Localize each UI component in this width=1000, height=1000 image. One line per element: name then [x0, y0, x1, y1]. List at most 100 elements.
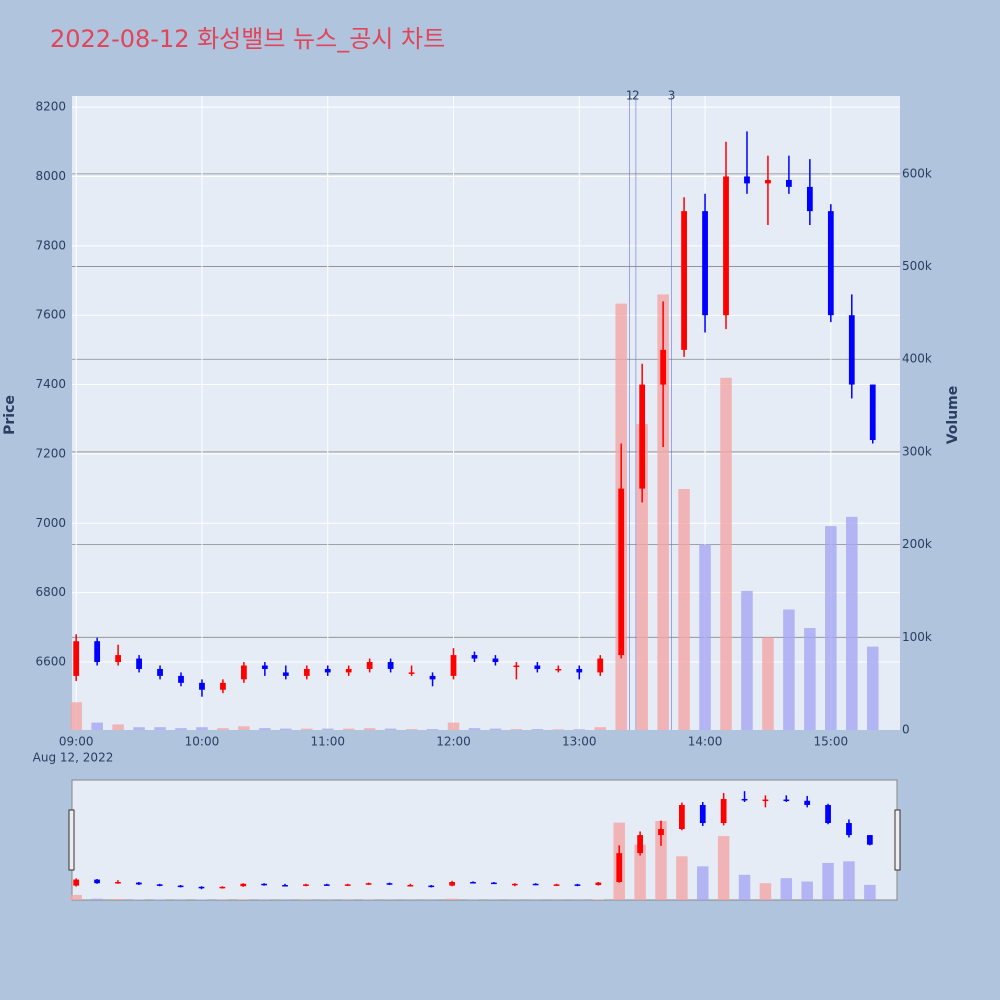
- mini-candle-body: [616, 853, 623, 883]
- mini-candle-body: [282, 885, 288, 887]
- mini-candle-body: [94, 879, 100, 884]
- volume-bar: [699, 544, 711, 730]
- candle-body: [408, 672, 415, 674]
- range-slider[interactable]: [71, 779, 898, 901]
- volume-bar: [321, 728, 334, 730]
- mini-candle-body: [115, 882, 121, 884]
- mini-volume-bar: [446, 898, 458, 900]
- mini-volume-bar: [91, 898, 103, 900]
- mini-volume-bar: [738, 874, 751, 900]
- mini-volume-bar: [153, 899, 166, 900]
- candle-body: [723, 176, 729, 316]
- mini-candle-body: [303, 884, 309, 886]
- volume-bar: [678, 489, 690, 730]
- mini-volume-bar: [195, 899, 208, 900]
- volume-bar: [259, 728, 271, 730]
- mini-volume-bar: [70, 894, 82, 900]
- mini-candle-body: [73, 879, 80, 886]
- mini-candle-body: [553, 884, 560, 886]
- volume-bar: [405, 729, 418, 730]
- mini-candle-body: [679, 804, 685, 830]
- chart-title: 2022-08-12 화성밸브 뉴스_공시 차트: [50, 25, 445, 53]
- mini-volume-bar: [697, 866, 709, 900]
- volume-bar: [175, 728, 187, 730]
- y2-axis-title: Volume: [945, 386, 961, 445]
- mini-candle-body: [470, 882, 476, 884]
- candle-body: [618, 488, 625, 656]
- candle-body: [345, 668, 352, 673]
- volume-bar: [489, 728, 502, 730]
- mini-candle-body: [219, 886, 226, 889]
- slider-handle[interactable]: [68, 809, 75, 871]
- volume-bar: [154, 727, 166, 730]
- candle-body: [555, 668, 562, 671]
- mini-candle-body: [783, 799, 790, 802]
- annotation-label: 3: [668, 89, 676, 103]
- mini-candle-body: [386, 883, 393, 885]
- y2-tick-label: 600k: [902, 166, 932, 180]
- candle-body: [178, 675, 184, 683]
- x-tick-label: 10:00: [185, 735, 220, 749]
- mini-volume-bar: [864, 884, 876, 900]
- volume-bar: [573, 729, 586, 730]
- volume-bar: [510, 729, 523, 730]
- y-tick-label: 8200: [35, 100, 66, 114]
- mini-volume-bar: [592, 899, 605, 900]
- candle-body: [869, 384, 876, 441]
- candle-body: [73, 641, 80, 676]
- candle-body: [366, 662, 373, 669]
- candle-body: [534, 665, 541, 669]
- mini-candle-body: [699, 804, 706, 824]
- candle-body: [471, 655, 478, 659]
- volume-bar: [866, 646, 879, 730]
- mini-candle-body: [658, 829, 664, 836]
- candle-body: [848, 315, 855, 385]
- candle-body: [660, 349, 667, 385]
- x-tick-label: 11:00: [310, 735, 345, 749]
- y-tick-label: 6600: [35, 655, 66, 669]
- x-tick-label: 13:00: [562, 735, 597, 749]
- mini-candle-body: [595, 882, 602, 886]
- volume-bar: [133, 727, 145, 730]
- candle-body: [241, 665, 247, 680]
- y-axis-title: Price: [2, 395, 18, 435]
- mini-candle-body: [637, 835, 643, 854]
- candle-body: [94, 641, 101, 663]
- volume-bar: [846, 516, 858, 730]
- candle-body: [115, 655, 121, 663]
- candle-body: [702, 211, 708, 316]
- candle-body: [827, 211, 834, 316]
- y2-tick-label: 500k: [902, 259, 932, 273]
- y2-tick-label: 300k: [902, 444, 932, 458]
- volume-bar: [825, 526, 837, 730]
- candle-body: [765, 179, 771, 184]
- candle-body: [806, 186, 813, 212]
- volume-bar: [804, 628, 816, 730]
- volume-bar: [741, 590, 753, 730]
- mini-candle-body: [491, 882, 497, 885]
- candle-body: [492, 658, 499, 663]
- mini-candle-body: [574, 884, 581, 886]
- volume-bar: [238, 726, 250, 730]
- mini-candle-body: [846, 823, 852, 836]
- x-tick-label: 14:00: [688, 735, 723, 749]
- candle-body: [576, 668, 583, 673]
- volume-bar: [762, 637, 774, 730]
- y2-tick-label: 400k: [902, 352, 932, 366]
- y-tick-label: 6800: [35, 585, 66, 599]
- mini-candle-body: [825, 804, 831, 824]
- mini-candle-body: [449, 882, 455, 886]
- y-tick-label: 7400: [35, 377, 66, 391]
- y-tick-label: 7200: [35, 446, 66, 460]
- mini-candle-body: [365, 883, 372, 885]
- y-tick-label: 7000: [35, 516, 66, 530]
- mini-volume-bar: [676, 856, 688, 900]
- volume-bar: [363, 728, 376, 730]
- candle-body: [220, 682, 226, 690]
- mini-volume-bar: [655, 820, 667, 900]
- volume-bar: [70, 702, 82, 730]
- candle-body: [786, 179, 792, 187]
- candle-body: [324, 668, 331, 673]
- candle-body: [282, 672, 289, 676]
- slider-handle[interactable]: [894, 809, 901, 871]
